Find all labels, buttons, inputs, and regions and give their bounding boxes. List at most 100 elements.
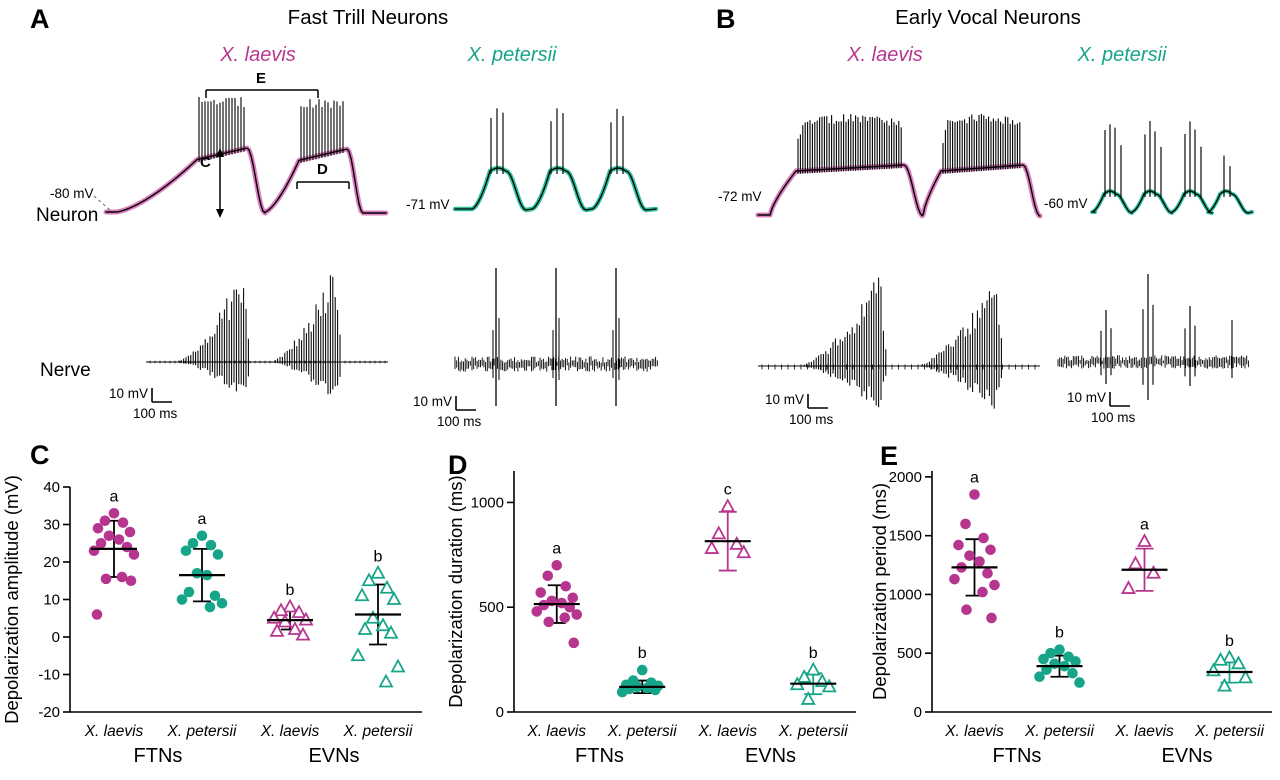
svg-text:-20: -20 <box>38 704 60 721</box>
svg-text:X. petersii: X. petersii <box>778 723 848 740</box>
svg-text:EVNs: EVNs <box>745 745 796 767</box>
panel-d-letter: D <box>448 450 468 480</box>
svg-text:Depolarization amplitude (mV): Depolarization amplitude (mV) <box>1 475 22 724</box>
scatter-group-C-2: b <box>266 582 314 641</box>
scatter-group-E-1: b <box>1034 625 1085 688</box>
svg-text:1000: 1000 <box>889 586 922 603</box>
svg-text:b: b <box>374 548 383 565</box>
scatter-group-C-0: a <box>88 488 140 620</box>
svg-text:FTNs: FTNs <box>134 745 183 767</box>
svg-text:b: b <box>1225 633 1234 650</box>
scalebar-mv-a-petersii: 10 mV <box>412 394 452 409</box>
panel-a-species-petersii: X. petersii <box>467 44 557 66</box>
svg-text:1500: 1500 <box>889 528 922 545</box>
scatter-group-E-2: a <box>1120 517 1168 594</box>
svg-text:b: b <box>809 645 818 662</box>
trace-neuron-evn-petersii <box>1090 121 1254 215</box>
svg-text:500: 500 <box>479 599 504 616</box>
svg-text:0: 0 <box>496 704 504 721</box>
scalebar-marks <box>151 388 1130 411</box>
svg-text:c: c <box>724 482 732 499</box>
scatter-group-D-2: c <box>704 482 752 572</box>
panel-c-letter: C <box>30 440 50 470</box>
svg-text:FTNs: FTNs <box>575 745 624 767</box>
bracket-period-graphic <box>205 89 319 98</box>
svg-text:X. petersii: X. petersii <box>607 723 677 740</box>
panel-a-title: Fast Trill Neurons <box>287 6 449 29</box>
scatter-group-D-1: b <box>616 645 666 698</box>
row-label-neuron: Neuron <box>36 205 99 226</box>
svg-text:a: a <box>970 470 979 487</box>
svg-text:a: a <box>110 488 119 505</box>
scatter-group-E-3: b <box>1205 633 1254 692</box>
chart-depolarization-amplitude: C -20 -10 0 10 20 30 40 Depolarization amplitud… <box>0 435 445 780</box>
svg-text:b: b <box>1055 625 1064 642</box>
svg-text:500: 500 <box>897 645 922 662</box>
scalebar-mv-b-laevis: 10 mV <box>764 392 804 407</box>
bracket-duration-graphic <box>296 181 350 189</box>
arrow-amplitude-graphic <box>216 148 224 218</box>
rest-potential-b-petersii: -60 mV <box>1044 196 1088 211</box>
svg-text:-10: -10 <box>38 667 60 684</box>
svg-text:a: a <box>552 540 561 557</box>
panel-a-species-laevis: X. laevis <box>220 44 296 66</box>
svg-text:Depolarization duration (ms): Depolarization duration (ms) <box>445 475 466 707</box>
scalebar-mv-a-laevis: 10 mV <box>108 386 148 401</box>
arrow-label-amplitude: C <box>200 154 211 171</box>
svg-text:10: 10 <box>43 592 60 609</box>
axes-D: 0 500 1000 Depolarization duration (ms) <box>445 471 856 721</box>
panel-b-title: Early Vocal Neurons <box>895 6 1081 29</box>
svg-text:X. laevis: X. laevis <box>526 723 586 740</box>
scalebar-mv-b-petersii: 10 mV <box>1066 390 1106 405</box>
panel-b-species-petersii: X. petersii <box>1077 44 1167 66</box>
rest-potential-a-laevis: -80 mV <box>50 186 94 201</box>
svg-text:X. laevis: X. laevis <box>84 723 144 740</box>
scatter-group-C-1: a <box>176 511 228 613</box>
svg-text:40: 40 <box>43 479 60 496</box>
panel-b-letter: B <box>716 4 736 34</box>
trace-nerve-evn-laevis <box>758 277 1040 409</box>
svg-text:b: b <box>286 582 295 599</box>
svg-text:Depolarization period (ms): Depolarization period (ms) <box>869 483 890 700</box>
bracket-label-duration: D <box>317 161 328 178</box>
svg-text:30: 30 <box>43 517 60 534</box>
scalebar-ms-b-laevis: 100 ms <box>789 412 834 427</box>
svg-text:b: b <box>638 645 647 662</box>
trace-neuron-ftn-laevis <box>93 97 389 216</box>
chart-depolarization-period: E 0 500 1000 1500 2000 Depolarization period … <box>868 435 1280 780</box>
axes-C: -20 -10 0 10 20 30 40 Depolarization amplitude … <box>1 475 422 724</box>
row-label-nerve: Nerve <box>40 360 91 381</box>
svg-text:X. laevis: X. laevis <box>1114 723 1174 740</box>
trace-nerve-ftn-petersii <box>454 268 658 406</box>
rest-potential-b-laevis: -72 mV <box>718 189 762 204</box>
trace-nerve-evn-petersii <box>1057 274 1249 400</box>
svg-text:0: 0 <box>914 704 922 721</box>
electrophysiology-traces <box>93 89 1254 411</box>
svg-text:X. petersii: X. petersii <box>167 723 237 740</box>
bracket-label-period: E <box>256 70 267 87</box>
svg-text:X. petersii: X. petersii <box>1024 723 1094 740</box>
trace-neuron-evn-laevis <box>755 114 1043 219</box>
scatter-group-D-0: a <box>531 540 583 649</box>
rest-potential-a-petersii: -71 mV <box>406 197 450 212</box>
chart-depolarization-duration: D 0 500 1000 Depolarization duration (ms) a X… <box>440 435 870 780</box>
chart-c-plot: -20 -10 0 10 20 30 40 Depolarization amplitude … <box>1 475 422 767</box>
svg-text:X. petersii: X. petersii <box>343 723 413 740</box>
svg-text:X. petersii: X. petersii <box>1194 723 1264 740</box>
svg-text:X. laevis: X. laevis <box>260 723 320 740</box>
svg-text:FTNs: FTNs <box>993 745 1042 767</box>
svg-text:a: a <box>1140 517 1149 534</box>
svg-text:1000: 1000 <box>471 494 504 511</box>
scalebar-ms-b-petersii: 100 ms <box>1091 410 1136 425</box>
svg-text:0: 0 <box>52 629 60 646</box>
trace-nerve-ftn-laevis <box>146 275 388 395</box>
trace-neuron-ftn-petersii <box>452 108 659 213</box>
panel-b-species-laevis: X. laevis <box>847 44 923 66</box>
svg-text:X. laevis: X. laevis <box>697 723 757 740</box>
panel-a-letter: A <box>30 4 50 34</box>
scatter-group-E-0: a <box>949 470 1000 624</box>
scatter-group-D-3: b <box>789 645 837 705</box>
